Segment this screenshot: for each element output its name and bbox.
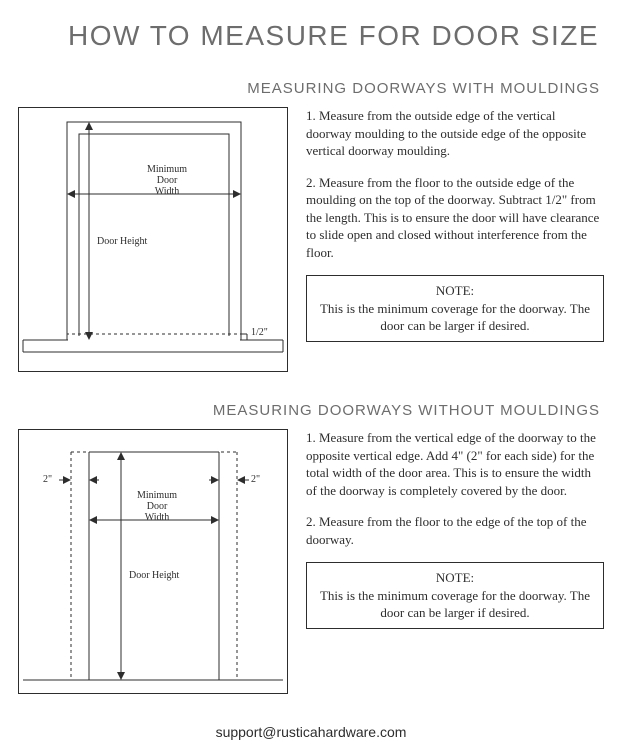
d2-width-label: MinimumDoorWidth: [127, 490, 187, 523]
d1-height-label: Door Height: [97, 236, 147, 247]
s1-step2: 2. Measure from the floor to the outside…: [306, 174, 604, 262]
section2-row: MinimumDoorWidth Door Height 2" 2" 1. Me…: [18, 429, 604, 694]
diagram2-svg: [19, 430, 287, 693]
s2-step1: 1. Measure from the vertical edge of the…: [306, 429, 604, 499]
diagram-with-mouldings: MinimumDoorWidth Door Height 1/2": [18, 107, 288, 372]
section2-title: MEASURING DOORWAYS WITHOUT MOULDINGS: [18, 402, 600, 419]
s1-note-text: This is the minimum coverage for the doo…: [320, 301, 590, 334]
s1-note-label: NOTE:: [317, 282, 593, 300]
diagram1-svg: [19, 108, 287, 371]
d2-height-label: Door Height: [129, 570, 179, 581]
footer-email: support@rusticahardware.com: [18, 724, 604, 740]
section-with-mouldings: MEASURING DOORWAYS WITH MOULDINGS: [18, 80, 604, 372]
diagram-without-mouldings: MinimumDoorWidth Door Height 2" 2": [18, 429, 288, 694]
s2-note-text: This is the minimum coverage for the doo…: [320, 588, 590, 621]
d1-gap-label: 1/2": [251, 327, 268, 338]
main-title: HOW TO MEASURE FOR DOOR SIZE: [68, 20, 604, 52]
d1-width-label: MinimumDoorWidth: [137, 164, 197, 197]
s1-step1: 1. Measure from the outside edge of the …: [306, 107, 604, 160]
s2-note-label: NOTE:: [317, 569, 593, 587]
section-without-mouldings: MEASURING DOORWAYS WITHOUT MOULDINGS: [18, 402, 604, 694]
section1-title: MEASURING DOORWAYS WITH MOULDINGS: [18, 80, 600, 97]
s1-note-box: NOTE: This is the minimum coverage for t…: [306, 275, 604, 342]
d2-left-label: 2": [43, 474, 52, 485]
page: HOW TO MEASURE FOR DOOR SIZE MEASURING D…: [0, 0, 622, 740]
section1-row: MinimumDoorWidth Door Height 1/2" 1. Mea…: [18, 107, 604, 372]
s2-step2: 2. Measure from the floor to the edge of…: [306, 513, 604, 548]
section2-text: 1. Measure from the vertical edge of the…: [306, 429, 604, 629]
s2-note-box: NOTE: This is the minimum coverage for t…: [306, 562, 604, 629]
section1-text: 1. Measure from the outside edge of the …: [306, 107, 604, 342]
d2-right-label: 2": [251, 474, 260, 485]
